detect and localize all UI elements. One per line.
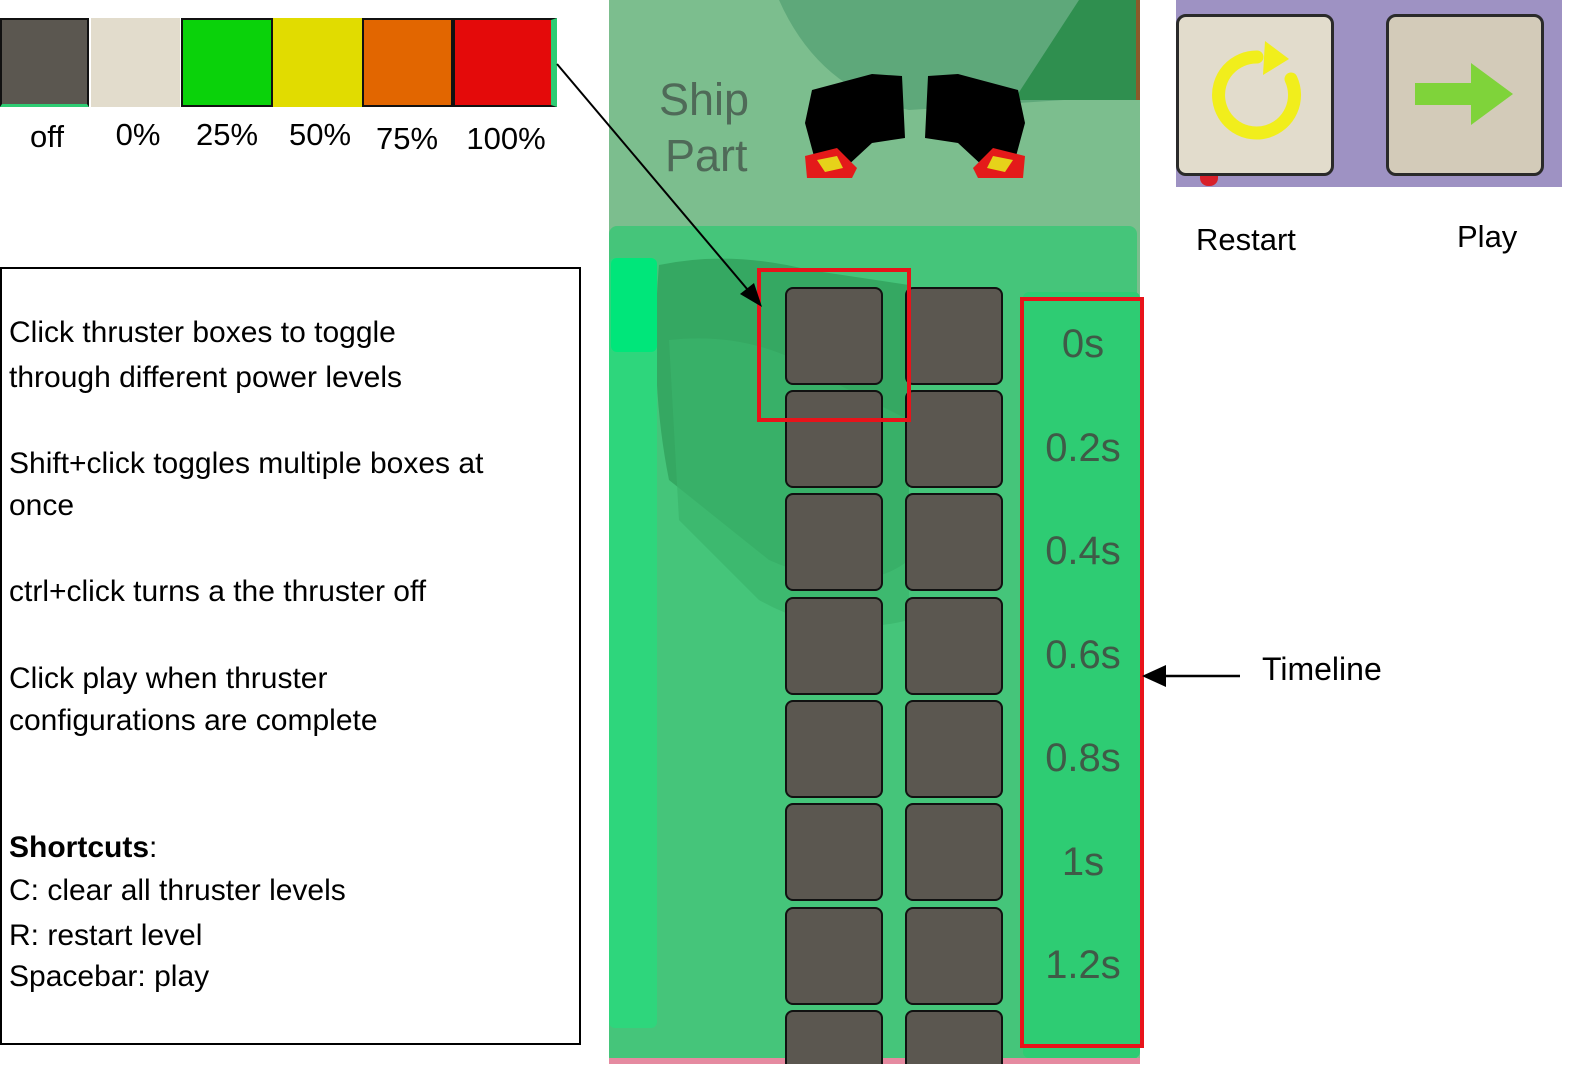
toolbar-red-marker xyxy=(1200,176,1218,186)
timeline-label: 0.4s xyxy=(1045,529,1121,573)
thruster-box-left[interactable] xyxy=(785,493,883,591)
arrow-right-icon xyxy=(1415,63,1513,125)
legend-label-50: 50% xyxy=(288,117,352,152)
instruction-text: once xyxy=(9,489,75,522)
timeline-label: 0.8s xyxy=(1045,736,1121,780)
legend-label-0: 0% xyxy=(115,117,161,152)
legend-swatch-75 xyxy=(362,18,453,107)
legend-label-100: 100% xyxy=(466,121,546,156)
restart-button[interactable] xyxy=(1176,14,1334,176)
legend-swatch-100 xyxy=(453,18,557,107)
instruction-text: Click thruster boxes to toggle xyxy=(9,316,396,349)
instruction-text: Shift+click toggles multiple boxes at xyxy=(9,447,484,480)
thruster-box-right[interactable] xyxy=(905,907,1003,1005)
thruster-highlight-box xyxy=(757,268,911,422)
timeline-bar xyxy=(1023,292,1140,1058)
shortcuts-heading-text: Shortcuts xyxy=(9,831,150,864)
legend-swatch-25 xyxy=(181,18,273,107)
shortcuts-heading: Shortcuts: xyxy=(9,827,157,869)
legend-label-off: off xyxy=(30,119,64,154)
arrowhead-icon xyxy=(1142,665,1166,687)
timeline-label: 1.2s xyxy=(1045,943,1121,987)
game-view: Ship Part 0s 0.2s 0.4s 0.6s 0.8s 1s 1.2s xyxy=(609,0,1140,1064)
timeline-label: 0.6s xyxy=(1045,633,1121,677)
legend-label-25: 25% xyxy=(195,117,259,152)
timeline-label: 0.2s xyxy=(1045,426,1121,470)
thruster-box-left[interactable] xyxy=(785,1010,883,1064)
legend-swatch-50 xyxy=(273,18,362,107)
ship-part-label-2: Part xyxy=(665,130,748,181)
ship-part-label-1: Ship xyxy=(659,74,750,125)
thruster-box-right[interactable] xyxy=(905,1010,1003,1064)
instruction-text: configurations are complete xyxy=(9,704,378,737)
timeline-highlight-box xyxy=(1020,297,1144,1048)
shortcut-item: C: clear all thruster levels xyxy=(9,874,346,907)
shortcuts-colon: : xyxy=(149,831,158,864)
arrowhead-icon xyxy=(740,283,762,307)
legend-swatch-off xyxy=(0,18,89,107)
thruster-box-right[interactable] xyxy=(905,803,1003,901)
thruster-box-right[interactable] xyxy=(905,493,1003,591)
restart-caption: Restart xyxy=(1196,222,1296,257)
instruction-text: ctrl+click turns a the thruster off xyxy=(9,575,427,608)
thruster-box-left[interactable] xyxy=(785,287,883,385)
right-thruster-icon xyxy=(925,74,1025,178)
thruster-box-left[interactable] xyxy=(785,390,883,488)
timeline-label: 1s xyxy=(1061,840,1105,884)
play-button[interactable] xyxy=(1386,14,1544,176)
thruster-box-right[interactable] xyxy=(905,597,1003,695)
instructions-panel: Click thruster boxes to toggle through d… xyxy=(0,267,581,1045)
thruster-box-right[interactable] xyxy=(905,287,1003,385)
legend-label-75: 75% xyxy=(375,121,439,156)
thruster-box-left[interactable] xyxy=(785,907,883,1005)
thruster-box-right[interactable] xyxy=(905,700,1003,798)
legend-swatch-0 xyxy=(91,18,180,107)
thruster-box-right[interactable] xyxy=(905,390,1003,488)
timeline-label: 0s xyxy=(1061,322,1105,366)
timeline-annotation-label: Timeline xyxy=(1262,651,1382,687)
left-thruster-icon xyxy=(805,74,905,178)
shortcut-item: Spacebar: play xyxy=(9,960,210,993)
instruction-text: through different power levels xyxy=(9,361,403,394)
thruster-box-left[interactable] xyxy=(785,597,883,695)
thruster-box-left[interactable] xyxy=(785,700,883,798)
instruction-text: Click play when thruster xyxy=(9,662,328,695)
thruster-box-left[interactable] xyxy=(785,803,883,901)
play-caption: Play xyxy=(1457,219,1518,254)
shortcut-item: R: restart level xyxy=(9,919,203,952)
restart-icon xyxy=(1212,41,1302,140)
